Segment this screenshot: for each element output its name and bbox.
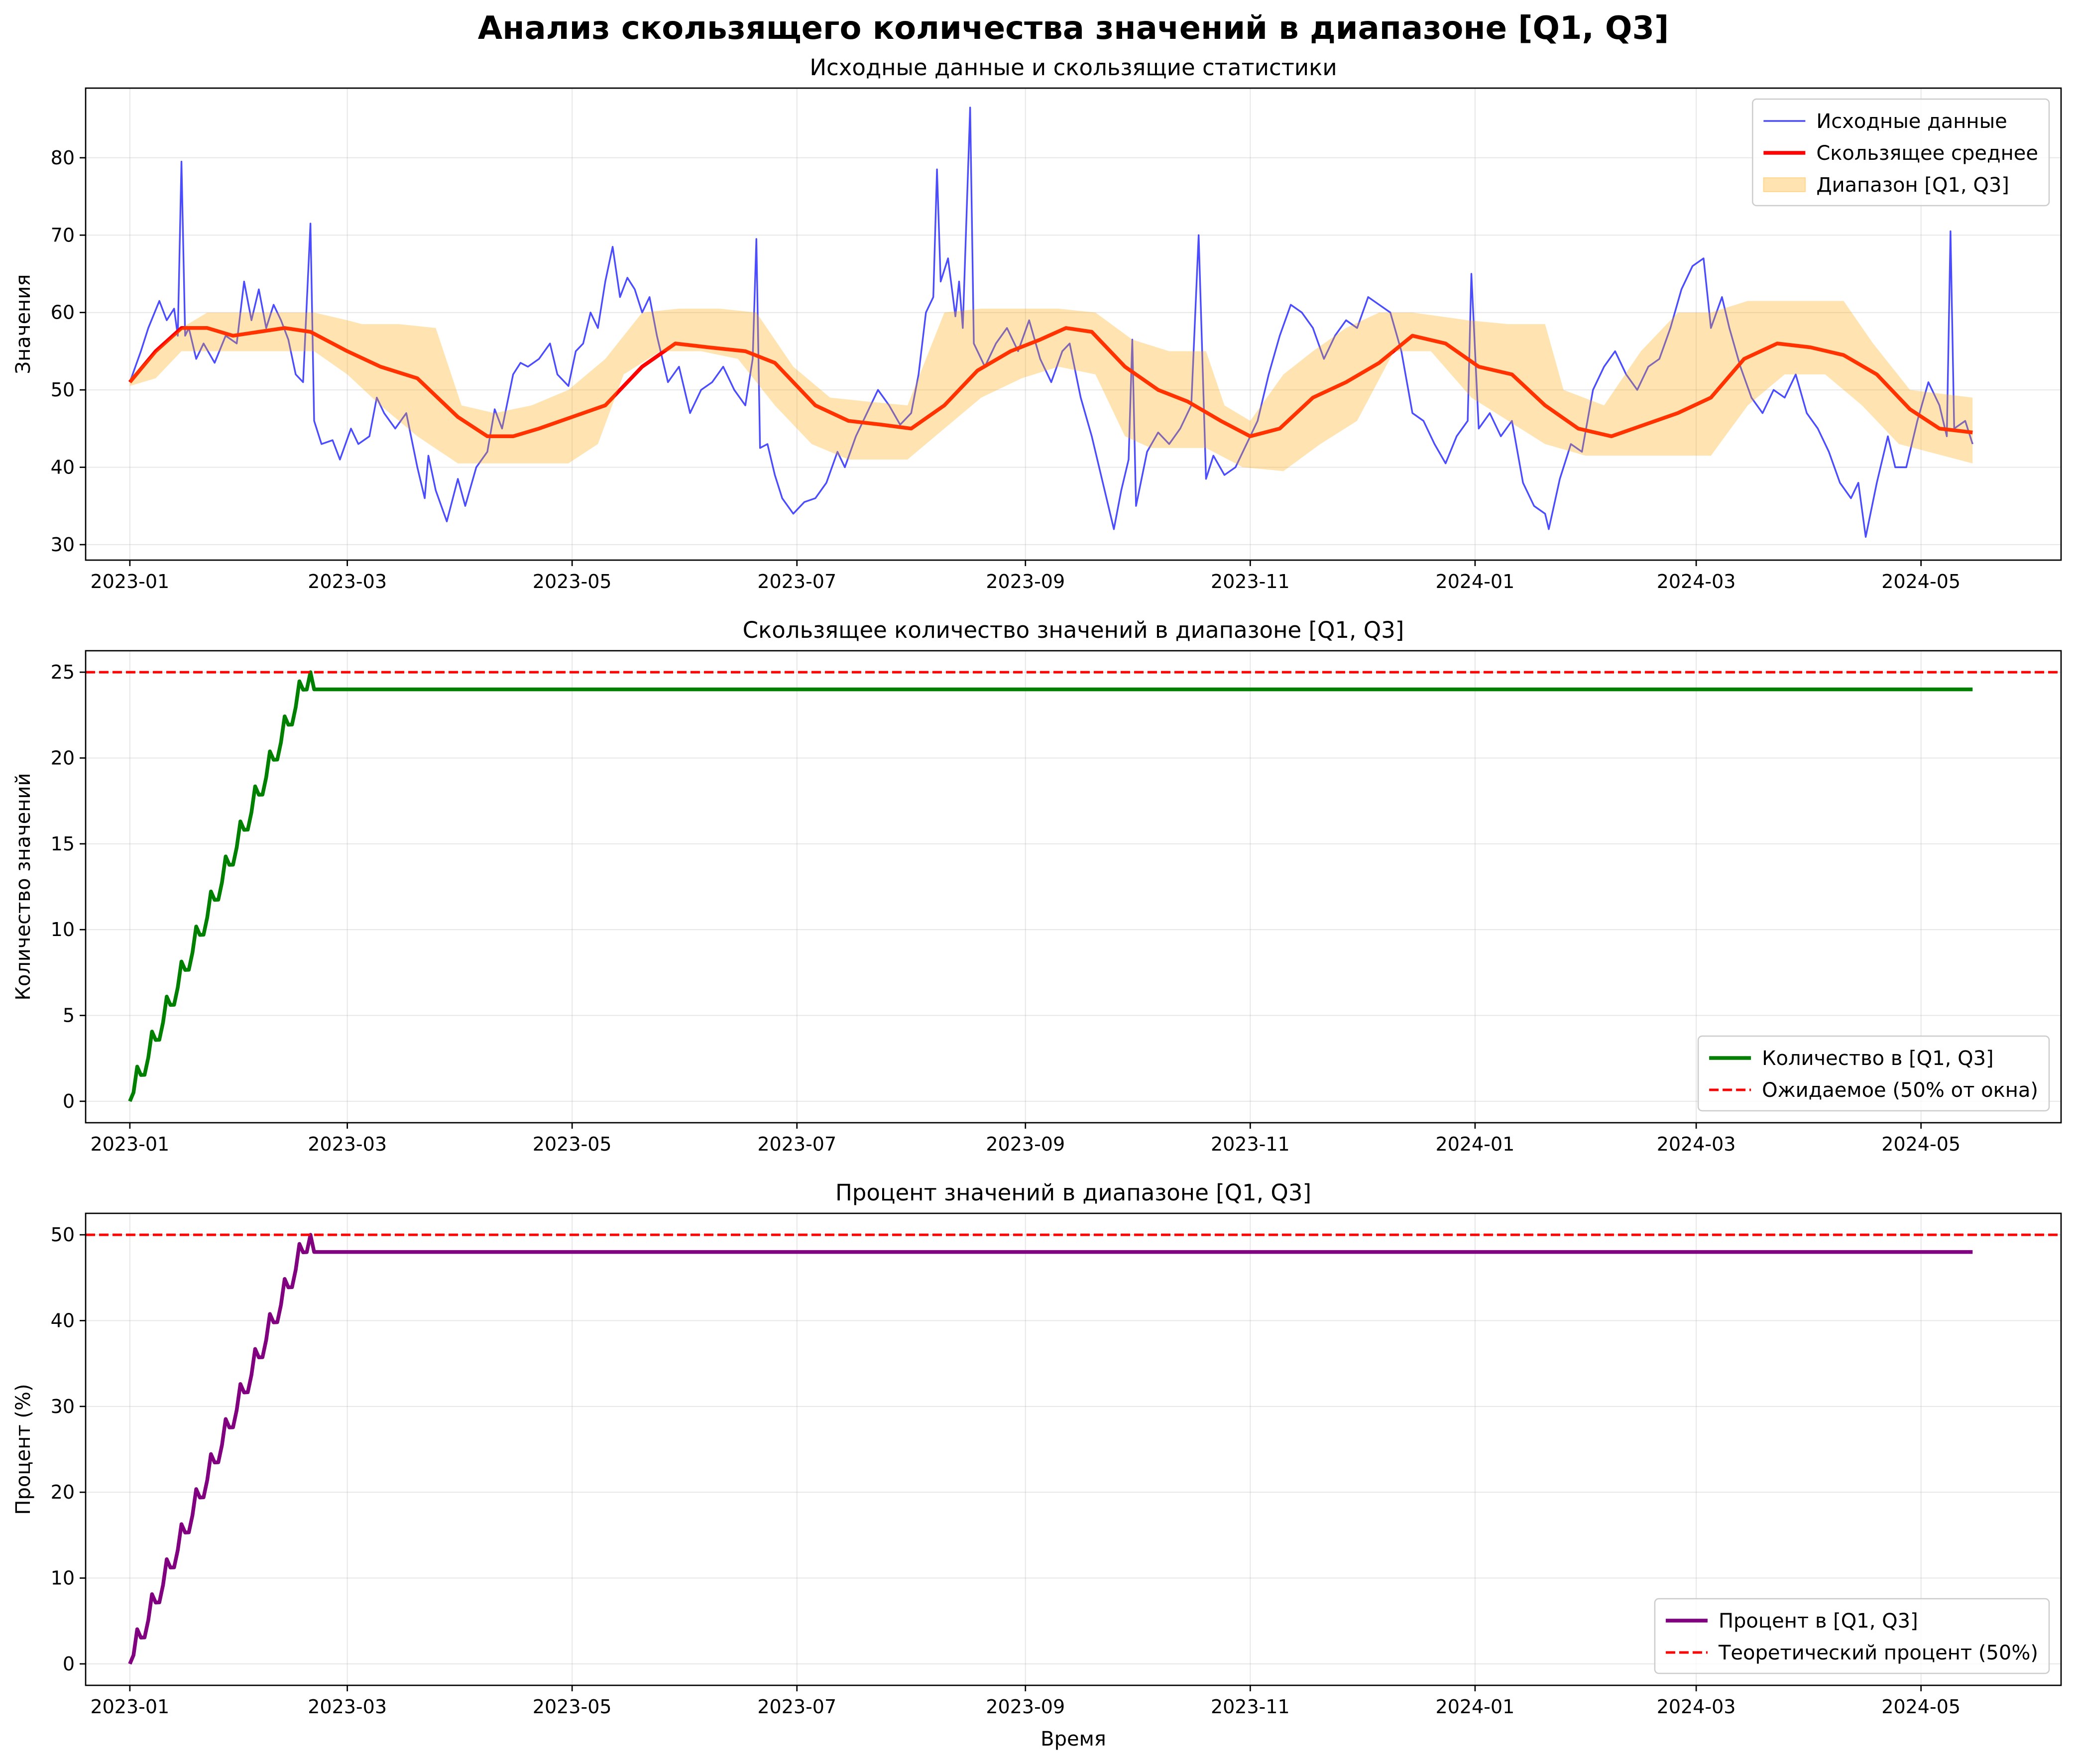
axes-frame <box>85 1212 2062 1686</box>
legend-label: Количество в [Q1, Q3] <box>1762 1047 1994 1070</box>
legend-swatch <box>1763 177 1806 192</box>
x-tick-label: 2024-03 <box>1657 571 1736 592</box>
y-tick-label: 40 <box>51 1309 75 1331</box>
legend-box <box>1654 1598 2050 1674</box>
legend-label: Ожидаемое (50% от окна) <box>1762 1079 2038 1102</box>
y-tick-label: 25 <box>51 661 75 683</box>
legend-box <box>1697 1035 2050 1112</box>
panel-title: Скользящее количество значений в диапазо… <box>743 617 1404 643</box>
raw-data-line <box>129 107 1973 538</box>
x-tick-label: 2023-07 <box>757 571 836 592</box>
y-tick-label: 60 <box>51 302 75 324</box>
x-tick-label: 2023-09 <box>986 571 1065 592</box>
x-tick-label: 2023-03 <box>308 1696 387 1718</box>
x-tick-label: 2023-05 <box>533 1696 612 1718</box>
panel-title: Исходные данные и скользящие статистики <box>809 54 1337 81</box>
y-tick-label: 20 <box>51 1481 75 1503</box>
x-tick-label: 2024-01 <box>1436 1696 1515 1718</box>
x-tick-label: 2023-01 <box>90 571 169 592</box>
y-tick-label: 5 <box>63 1005 75 1027</box>
y-tick-label: 50 <box>51 1224 75 1246</box>
x-tick-label: 2024-03 <box>1657 1696 1736 1718</box>
plot-area <box>86 1233 2061 1665</box>
legend-box <box>1752 98 2050 207</box>
legend-label: Процент в [Q1, Q3] <box>1719 1610 1918 1633</box>
x-tick-label: 2024-01 <box>1436 1133 1515 1155</box>
panel-raw-data: 2023-01 2023-03 2023-05 2023-07 2023-09 2023-… <box>12 54 2062 592</box>
x-tick-label: 2024-05 <box>1881 571 1961 592</box>
x-tick-label: 2023-11 <box>1211 1696 1290 1718</box>
panel-count: 2023-01 2023-03 2023-05 2023-07 2023-09 2023-… <box>12 617 2062 1155</box>
legend-label: Теоретический процент (50%) <box>1718 1642 2038 1664</box>
x-tick-label: 2023-07 <box>757 1133 836 1155</box>
y-tick-label: 10 <box>51 1567 75 1589</box>
rolling-mean-line <box>128 326 1973 439</box>
panel-title: Процент значений в диапазоне [Q1, Q3] <box>835 1179 1311 1206</box>
y-axis-label: Значения <box>12 274 35 374</box>
plot-area <box>86 670 2061 1102</box>
x-tick-label: 2023-01 <box>90 1133 169 1155</box>
y-axis-label: Процент (%) <box>12 1384 35 1515</box>
x-tick-label: 2023-03 <box>308 571 387 592</box>
y-tick-label: 40 <box>51 457 75 478</box>
x-tick-label: 2023-05 <box>533 1133 612 1155</box>
y-tick-label: 20 <box>51 747 75 769</box>
legend: Исходные данные Скользящее среднее Диапазо… <box>1752 98 2050 207</box>
rolling-count-line <box>128 1233 1973 1665</box>
x-tick-label: 2023-03 <box>308 1133 387 1155</box>
axes-frame <box>85 650 2062 1124</box>
y-tick-label: 30 <box>51 1396 75 1417</box>
y-tick-label: 0 <box>63 1090 75 1112</box>
axes-frame <box>85 87 2062 561</box>
y-tick-label: 30 <box>51 534 75 556</box>
x-tick-label: 2024-05 <box>1881 1133 1961 1155</box>
legend: Количество в [Q1, Q3] Ожидаемое (50% от о… <box>1697 1035 2050 1112</box>
x-tick-label: 2023-05 <box>533 571 612 592</box>
legend-label: Исходные данные <box>1816 110 2007 133</box>
y-axis-label: Количество значений <box>12 773 35 1000</box>
x-tick-label: 2023-11 <box>1211 1133 1290 1155</box>
x-tick-label: 2024-05 <box>1881 1696 1961 1718</box>
panel-percent: 2023-01 2023-03 2023-05 2023-07 2023-09 2023-… <box>12 1179 2062 1718</box>
legend-label: Диапазон [Q1, Q3] <box>1816 174 2009 197</box>
y-tick-label: 50 <box>51 379 75 401</box>
figure-title: Анализ скользящего количества значений в… <box>478 10 1669 47</box>
x-tick-label: 2024-01 <box>1436 571 1515 592</box>
y-tick-label: 70 <box>51 224 75 246</box>
plot-area <box>128 107 1973 538</box>
legend-label: Скользящее среднее <box>1816 142 2038 165</box>
rolling-count-line <box>128 670 1973 1102</box>
x-axis-label: Время <box>1040 1728 1106 1751</box>
x-tick-label: 2024-03 <box>1657 1133 1736 1155</box>
x-tick-label: 2023-07 <box>757 1696 836 1718</box>
y-tick-label: 0 <box>63 1653 75 1675</box>
x-tick-label: 2023-09 <box>986 1133 1065 1155</box>
y-tick-label: 10 <box>51 919 75 941</box>
y-tick-label: 15 <box>51 833 75 855</box>
y-tick-label: 80 <box>51 147 75 169</box>
iqr-band-area <box>129 301 1973 471</box>
x-tick-label: 2023-01 <box>90 1696 169 1718</box>
x-tick-label: 2023-11 <box>1211 571 1290 592</box>
legend: Процент в [Q1, Q3] Теоретический процент … <box>1654 1598 2050 1674</box>
x-tick-label: 2023-09 <box>986 1696 1065 1718</box>
